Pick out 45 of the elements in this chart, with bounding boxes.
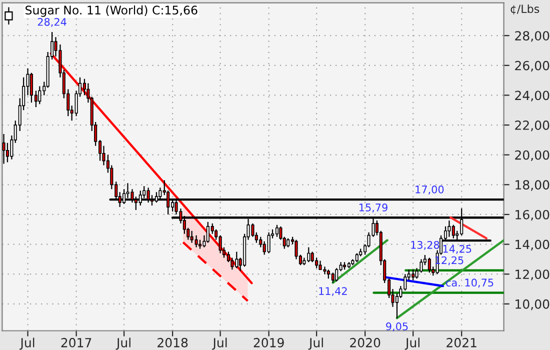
- y-tick-label: 24,00: [515, 90, 550, 102]
- candlestick: [448, 220, 451, 238]
- x-tick-label: Jul: [308, 338, 323, 350]
- y-tick-label: 18,00: [516, 180, 550, 191]
- candlestick: [310, 251, 314, 263]
- candlestick: [335, 268, 338, 282]
- y-tick-label: 14,00: [516, 240, 550, 250]
- candlestick: [331, 272, 334, 284]
- y-tick-label: 22,00: [515, 120, 550, 132]
- x-tick-label: 2021: [446, 338, 476, 348]
- x-tick-label: Jul: [212, 338, 227, 350]
- y-tick-label: 10,00: [516, 299, 550, 310]
- candlestick: [315, 257, 318, 269]
- candlestick: [2, 133, 6, 164]
- annotation: 17,00: [416, 186, 444, 194]
- annotation: 15,79: [359, 204, 388, 212]
- x-tick-label: 2017: [61, 338, 92, 348]
- candlestick: [259, 236, 262, 248]
- y-tick-label: 16,00: [516, 210, 550, 221]
- y-tick-label: 26,00: [515, 60, 550, 72]
- candlestick: [267, 232, 270, 254]
- candlestick: [275, 224, 279, 238]
- x-tick-label: 2020: [350, 338, 380, 348]
- annotation: 11,42: [319, 287, 347, 296]
- x-tick-label: Jul: [404, 338, 420, 350]
- candlestick: [412, 269, 415, 281]
- y-tick-label: 12,00: [516, 270, 550, 280]
- x-tick-label: Jul: [20, 338, 34, 350]
- candlestick: [38, 86, 42, 105]
- y-tick-label: 20,00: [515, 150, 550, 162]
- y-axis-title: ¢/Lbs: [510, 4, 540, 15]
- x-tick-label: 2019: [254, 338, 284, 348]
- candlestick: [294, 239, 298, 260]
- x-tick-label: Jul: [116, 338, 130, 350]
- chart-title: Sugar No. 11 (World) C:15,66: [26, 5, 198, 17]
- annotation: 14,25: [443, 244, 472, 254]
- x-tick-label: 2018: [158, 338, 188, 348]
- annotation: 9,05: [386, 322, 408, 332]
- annotation: 28,24: [38, 18, 66, 27]
- annotation: 13,28: [411, 240, 440, 250]
- candlestick: [428, 257, 431, 274]
- candlestick: [218, 234, 222, 254]
- candlestick: [194, 234, 198, 248]
- annotation: ca. 10,75: [446, 278, 494, 288]
- y-tick-label: 28,00: [515, 31, 550, 42]
